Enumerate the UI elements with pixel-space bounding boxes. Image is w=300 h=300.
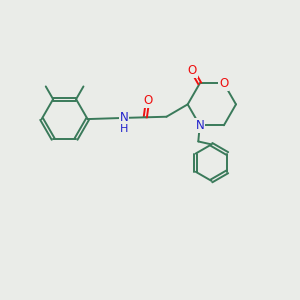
Text: N: N <box>120 111 128 124</box>
Text: H: H <box>120 124 128 134</box>
Text: O: O <box>143 94 152 107</box>
Text: N: N <box>195 119 204 132</box>
Text: O: O <box>219 77 229 90</box>
Text: O: O <box>188 64 197 77</box>
